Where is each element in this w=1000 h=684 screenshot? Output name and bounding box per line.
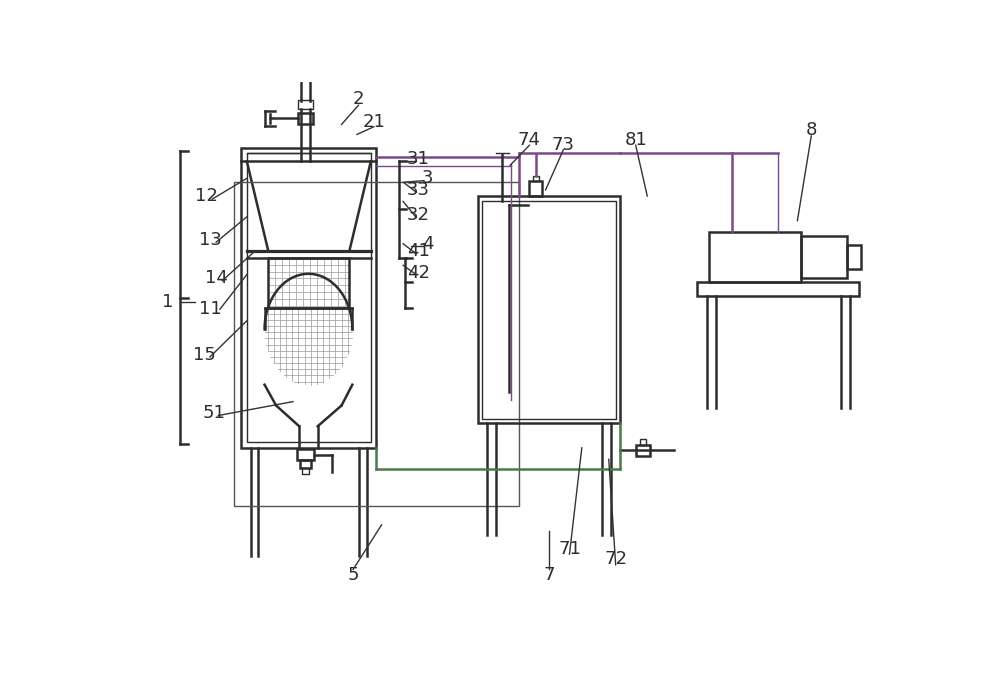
- Bar: [478, 196, 620, 423]
- Text: 14: 14: [205, 269, 227, 287]
- Bar: [247, 153, 371, 443]
- Text: 5: 5: [347, 566, 359, 584]
- Text: 42: 42: [407, 264, 430, 282]
- Text: 2: 2: [353, 90, 364, 108]
- Bar: [482, 200, 616, 419]
- Text: 51: 51: [202, 404, 225, 422]
- Text: 1: 1: [162, 293, 173, 311]
- Bar: [297, 449, 314, 460]
- Text: 41: 41: [407, 243, 430, 261]
- Text: 21: 21: [362, 113, 385, 131]
- Bar: [533, 176, 539, 181]
- Bar: [636, 445, 650, 456]
- Text: 72: 72: [604, 551, 627, 568]
- Text: 4: 4: [422, 235, 434, 253]
- Text: 13: 13: [199, 231, 222, 249]
- Bar: [640, 438, 646, 445]
- Text: 33: 33: [407, 181, 430, 199]
- Text: 3: 3: [422, 170, 434, 187]
- Text: 7: 7: [544, 566, 555, 584]
- Bar: [300, 460, 311, 468]
- Bar: [298, 113, 313, 124]
- Text: 73: 73: [552, 136, 575, 154]
- Bar: [529, 181, 542, 196]
- Text: 31: 31: [407, 150, 430, 168]
- Text: 15: 15: [193, 346, 216, 365]
- Bar: [268, 258, 349, 308]
- Bar: [801, 236, 847, 278]
- Bar: [234, 182, 519, 505]
- Text: 74: 74: [518, 131, 541, 149]
- Text: 11: 11: [199, 300, 222, 318]
- Text: 8: 8: [806, 121, 817, 139]
- Text: 32: 32: [407, 207, 430, 224]
- Text: 12: 12: [195, 187, 217, 205]
- Bar: [298, 100, 313, 109]
- Bar: [241, 148, 376, 448]
- Bar: [302, 468, 309, 474]
- Text: 81: 81: [624, 131, 647, 149]
- Text: 71: 71: [558, 540, 581, 557]
- Bar: [847, 246, 861, 269]
- Bar: [709, 233, 801, 282]
- Bar: [697, 282, 859, 296]
